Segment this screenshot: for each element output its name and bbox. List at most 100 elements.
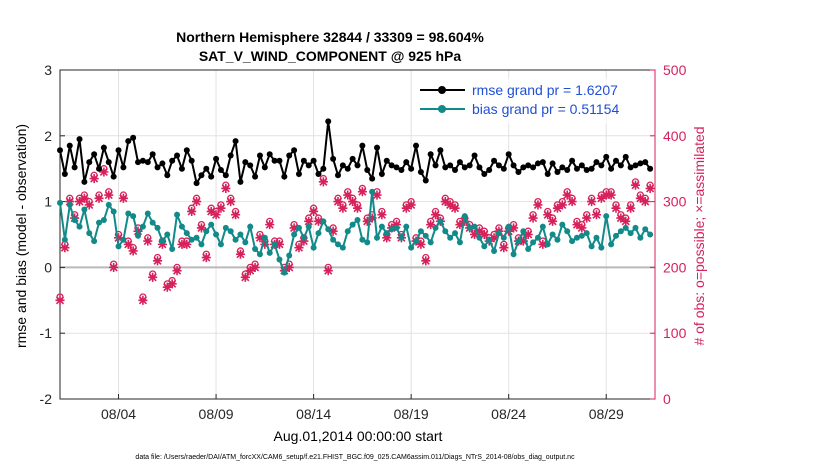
rmse-point bbox=[612, 157, 619, 164]
rmse-point bbox=[291, 147, 298, 154]
rmse-point bbox=[364, 167, 371, 174]
rmse-point bbox=[281, 173, 288, 180]
rmse-point bbox=[476, 164, 483, 171]
bias-point bbox=[539, 223, 546, 230]
rmse-point bbox=[237, 178, 244, 185]
obs-assimilated-point bbox=[79, 193, 89, 203]
obs-assimilated-point bbox=[450, 203, 460, 213]
legend-rmse-marker bbox=[438, 86, 446, 94]
rmse-point bbox=[81, 178, 88, 185]
bias-point bbox=[125, 210, 132, 217]
obs-assimilated-point bbox=[626, 203, 636, 213]
obs-assimilated-point bbox=[265, 220, 275, 230]
bias-point bbox=[422, 232, 429, 239]
rmse-point bbox=[393, 164, 400, 171]
obs-assimilated-point bbox=[596, 193, 606, 203]
rmse-point bbox=[374, 144, 381, 151]
rmse-point bbox=[417, 168, 424, 175]
rmse-point bbox=[491, 157, 498, 164]
bias-point bbox=[86, 230, 93, 237]
obs-assimilated-point bbox=[206, 206, 216, 217]
rmse-point bbox=[461, 164, 468, 171]
obs-assimilated-point bbox=[499, 243, 509, 253]
obs-assimilated-point bbox=[348, 197, 358, 207]
bias-point bbox=[232, 236, 239, 243]
x-tick-label: 08/04 bbox=[101, 406, 136, 422]
bias-point bbox=[544, 241, 551, 248]
rmse-point bbox=[217, 167, 224, 174]
obs-assimilated-point bbox=[138, 295, 148, 305]
bias-point bbox=[578, 232, 585, 239]
bias-point bbox=[427, 239, 434, 246]
bias-point bbox=[222, 224, 229, 231]
rmse-point bbox=[481, 170, 488, 177]
legend-bias-marker bbox=[438, 105, 446, 113]
rmse-point bbox=[86, 159, 93, 166]
obs-assimilated-point bbox=[587, 197, 597, 207]
obs-assimilated-point bbox=[231, 210, 241, 220]
bias-point bbox=[491, 247, 498, 254]
bias-point bbox=[295, 224, 302, 231]
bias-point bbox=[271, 241, 278, 248]
bias-point bbox=[515, 238, 522, 245]
rmse-point bbox=[320, 165, 327, 172]
obs-assimilated-point bbox=[333, 197, 343, 207]
rmse-point bbox=[632, 162, 639, 169]
rmse-point bbox=[125, 138, 132, 145]
bias-point bbox=[632, 224, 639, 231]
rmse-point bbox=[130, 134, 137, 141]
y2-axis-label: # of obs: o=possible; ×=assimilated bbox=[691, 126, 707, 345]
rmse-point bbox=[578, 162, 585, 169]
bias-point bbox=[76, 223, 83, 230]
obs-assimilated-point bbox=[421, 256, 431, 266]
obs-assimilated-point bbox=[216, 203, 226, 213]
bias-point bbox=[456, 239, 463, 246]
rmse-point bbox=[325, 118, 332, 125]
rmse-point bbox=[603, 153, 610, 160]
rmse-point bbox=[300, 157, 307, 164]
obs-assimilated-point bbox=[445, 200, 455, 210]
bias-point bbox=[242, 239, 249, 246]
x-tick-label: 08/19 bbox=[394, 406, 429, 422]
obs-assimilated-point bbox=[162, 282, 172, 292]
obs-assimilated-point bbox=[289, 223, 299, 233]
bias-point bbox=[66, 201, 73, 208]
bias-point bbox=[349, 221, 356, 228]
obs-assimilated-point bbox=[528, 213, 538, 223]
obs-assimilated-point bbox=[440, 197, 450, 207]
obs-assimilated-point bbox=[548, 216, 558, 226]
obs-assimilated-point bbox=[74, 197, 85, 207]
bias-point bbox=[139, 223, 146, 230]
bias-point bbox=[344, 228, 351, 235]
bias-point bbox=[549, 231, 556, 238]
rmse-point bbox=[295, 170, 302, 177]
bias-point bbox=[61, 236, 68, 243]
rmse-point bbox=[227, 152, 234, 159]
rmse-point bbox=[515, 168, 522, 175]
obs-assimilated-point bbox=[533, 200, 543, 210]
bias-point bbox=[213, 231, 220, 238]
bias-point bbox=[530, 239, 537, 246]
rmse-point bbox=[154, 164, 161, 171]
obs-assimilated-point bbox=[177, 239, 187, 249]
bias-point bbox=[281, 269, 288, 276]
rmse-point bbox=[149, 151, 156, 158]
obs-assimilated-point bbox=[99, 167, 109, 177]
rmse-point bbox=[437, 147, 444, 154]
obs-assimilated-point bbox=[104, 190, 114, 200]
obs-assimilated-point bbox=[211, 210, 221, 220]
legend-rmse-label: rmse grand pr = 1.6207 bbox=[472, 82, 618, 98]
rmse-point bbox=[115, 147, 122, 154]
obs-assimilated-point bbox=[196, 223, 206, 233]
bias-point bbox=[476, 234, 483, 241]
obs-assimilated-point bbox=[235, 249, 246, 259]
chart-subtitle: SAT_V_WIND_COMPONENT @ 925 hPa bbox=[199, 48, 462, 64]
bias-point bbox=[217, 241, 224, 248]
bias-point bbox=[554, 236, 561, 243]
bias-point bbox=[291, 231, 298, 238]
obs-assimilated-point bbox=[167, 279, 177, 289]
rmse-point bbox=[315, 170, 322, 177]
rmse-point bbox=[286, 152, 293, 159]
obs-assimilated-point bbox=[621, 216, 631, 226]
obs-assimilated-point bbox=[284, 262, 294, 272]
